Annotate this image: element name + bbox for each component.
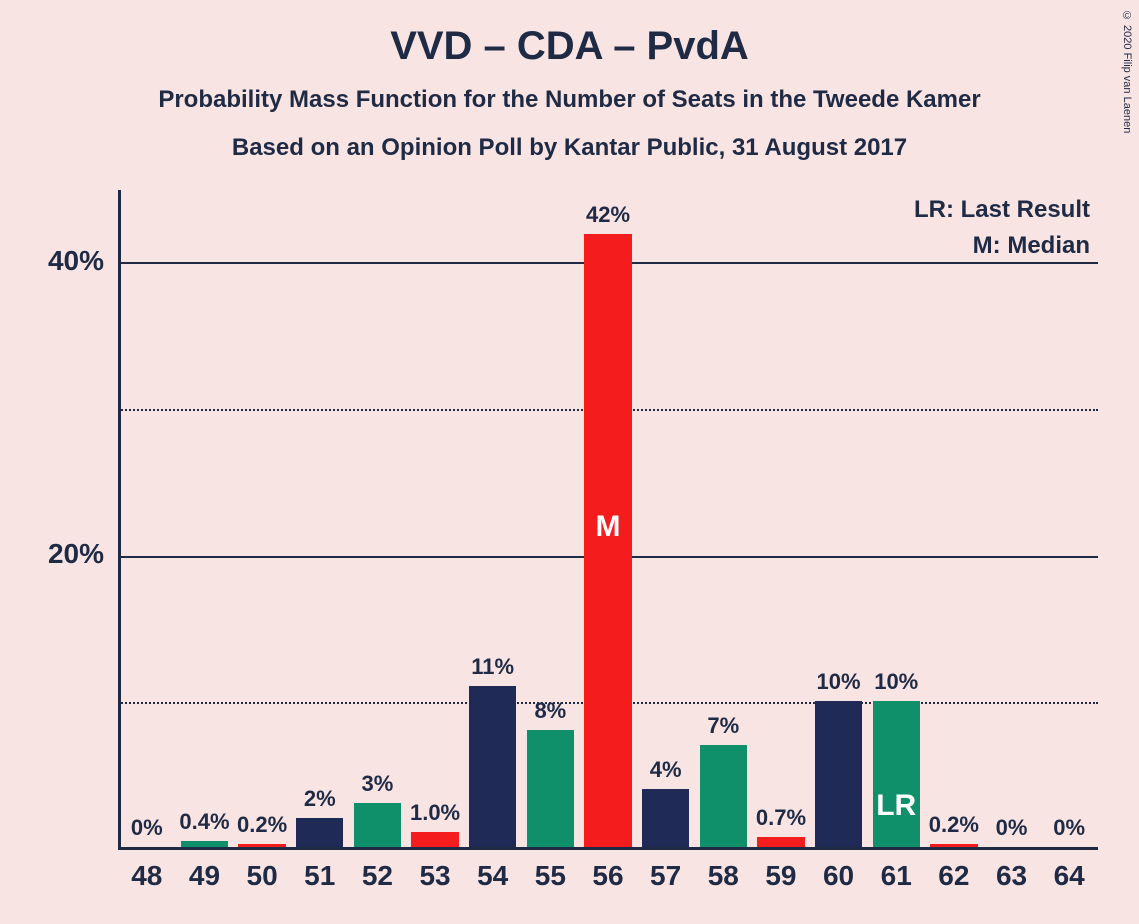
x-tick-label: 63	[983, 860, 1041, 892]
x-tick-label: 60	[810, 860, 868, 892]
x-tick-label: 55	[522, 860, 580, 892]
bar	[411, 832, 458, 847]
y-tick-label: 20%	[14, 538, 104, 570]
bar-value-label: 1.0%	[395, 800, 475, 826]
x-tick-label: 50	[233, 860, 291, 892]
bar	[238, 844, 285, 847]
bar-inner-label: LR	[873, 789, 920, 823]
bar-value-label: 11%	[453, 654, 533, 680]
bar: LR	[873, 701, 920, 847]
x-tick-label: 57	[637, 860, 695, 892]
x-tick-label: 61	[867, 860, 925, 892]
bar-value-label: 0.2%	[222, 812, 302, 838]
x-tick-label: 54	[464, 860, 522, 892]
bar-value-label: 3%	[337, 771, 417, 797]
y-tick-label: 40%	[14, 245, 104, 277]
chart-subtitle-1: Probability Mass Function for the Number…	[0, 86, 1139, 114]
bar-value-label: 0%	[1029, 815, 1109, 841]
bar	[181, 841, 228, 847]
x-tick-label: 52	[349, 860, 407, 892]
bar	[642, 789, 689, 847]
x-tick-label: 58	[694, 860, 752, 892]
x-tick-label: 59	[752, 860, 810, 892]
bar-value-label: 0.7%	[741, 805, 821, 831]
x-axis	[118, 847, 1098, 850]
x-tick-label: 48	[118, 860, 176, 892]
legend-lr: LR: Last Result	[914, 196, 1090, 224]
x-tick-label: 51	[291, 860, 349, 892]
x-tick-label: 64	[1040, 860, 1098, 892]
bar	[930, 844, 977, 847]
bar	[757, 837, 804, 847]
bar-inner-label: M	[584, 510, 631, 544]
bar-chart: 20%40%LR: Last ResultM: Median0%480.4%49…	[118, 190, 1098, 850]
bar	[469, 686, 516, 847]
bar-value-label: 4%	[626, 757, 706, 783]
legend-m: M: Median	[973, 232, 1090, 260]
x-tick-label: 56	[579, 860, 637, 892]
bar-value-label: 8%	[510, 698, 590, 724]
chart-subtitle-2: Based on an Opinion Poll by Kantar Publi…	[0, 134, 1139, 162]
bar	[815, 701, 862, 847]
bar	[296, 818, 343, 847]
bar-value-label: 10%	[856, 669, 936, 695]
chart-title: VVD – CDA – PvdA	[0, 24, 1139, 69]
x-tick-label: 62	[925, 860, 983, 892]
y-axis	[118, 190, 121, 850]
bar	[354, 803, 401, 847]
bar-value-label: 42%	[568, 202, 648, 228]
bar-value-label: 7%	[683, 713, 763, 739]
bar: M	[584, 234, 631, 847]
bar	[700, 745, 747, 847]
x-tick-label: 49	[176, 860, 234, 892]
bar	[527, 730, 574, 847]
copyright-text: © 2020 Filip van Laenen	[1121, 10, 1133, 133]
x-tick-label: 53	[406, 860, 464, 892]
